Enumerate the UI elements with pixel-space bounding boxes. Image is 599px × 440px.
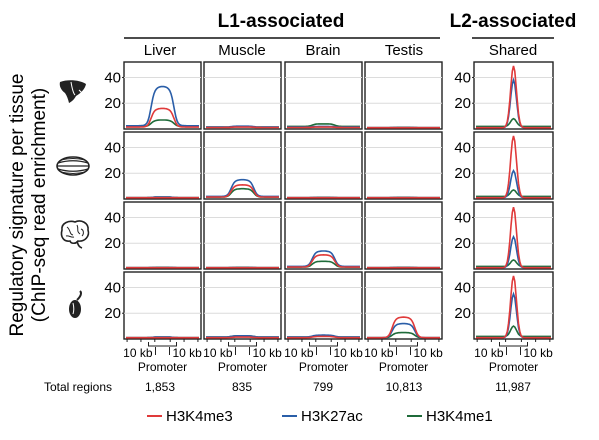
y-tick-label-liver-r3-40: 40 (104, 209, 121, 226)
y-tick-label-liver-r1-20: 20 (104, 95, 121, 112)
x-label-promoter-brain: Promoter (299, 360, 348, 374)
promoter-bracket-shared (499, 342, 528, 347)
group-label-l1: L1-associated (218, 11, 345, 32)
brain-icon (60, 220, 90, 249)
line-h3k4me3-shared-r2 (476, 135, 551, 199)
x-label-left-brain: 10 kb (284, 346, 314, 360)
total-testis: 10,813 (386, 380, 423, 394)
line-h3k4me3-testis-r4 (367, 316, 440, 339)
line-h3k4me3-brain-r4 (287, 335, 360, 339)
x-label-promoter-shared: Promoter (489, 360, 538, 374)
panel-muscle-r1 (203, 61, 282, 130)
line-h3k4me3-muscle-r4 (206, 336, 279, 339)
x-label-promoter-muscle: Promoter (218, 360, 267, 374)
x-label-right-shared: 10 kb (524, 346, 554, 360)
panel-liver-r1 (123, 61, 202, 130)
line-h3k4me1-shared-r1 (476, 117, 551, 128)
line-h3k4me3-shared-r1 (476, 65, 551, 129)
y-axis-title-line1: Regulatory signature per tissue (7, 74, 28, 337)
x-label-left-shared: 10 kb (474, 346, 504, 360)
y-tick-label-liver-r4-40: 40 (104, 279, 121, 296)
panel-brain-r3 (284, 201, 363, 270)
total-shared: 11,987 (495, 380, 531, 394)
testis-icon (69, 290, 82, 318)
legend: H3K4me3 H3K27ac H3K4me1 (147, 408, 493, 425)
y-tick-label-liver-r2-20: 20 (104, 165, 121, 182)
line-h3k4me3-muscle-r2 (206, 183, 279, 198)
y-tick-label-shared-r4-20: 20 (454, 305, 471, 322)
x-label-right-brain: 10 kb (334, 346, 364, 360)
panel-testis-r4 (364, 271, 443, 340)
line-h3k4me1-shared-r2 (476, 189, 551, 198)
x-label-promoter-liver: Promoter (138, 360, 187, 374)
x-label-right-testis: 10 kb (414, 346, 444, 360)
liver-icon (59, 80, 86, 103)
panel-liver-r4 (123, 271, 202, 340)
x-label-right-liver: 10 kb (173, 346, 203, 360)
y-tick-label-shared-r3-40: 40 (454, 209, 471, 226)
legend-label-h3k4me1: H3K4me1 (426, 408, 493, 425)
x-label-left-muscle: 10 kb (203, 346, 233, 360)
total-muscle: 835 (232, 380, 252, 394)
line-h3k4me1-shared-r3 (476, 259, 551, 268)
line-h3k4me3-brain-r3 (287, 253, 360, 268)
panel-muscle-r2 (203, 131, 282, 200)
panel-brain-r1 (284, 61, 363, 130)
y-tick-label-liver-r4-20: 20 (104, 305, 121, 322)
promoter-bracket-muscle (228, 342, 257, 347)
panel-liver-r2 (123, 131, 202, 200)
column-label-liver: Liver (144, 42, 177, 59)
panel-liver-r3 (123, 201, 202, 270)
y-axis-title: Regulatory signature per tissue (ChIP-se… (7, 74, 50, 337)
promoter-bracket-brain (309, 342, 338, 347)
panel-muscle-r4 (203, 271, 282, 340)
group-label-l2: L2-associated (450, 11, 577, 32)
panel-brain-r4 (284, 271, 363, 340)
y-tick-label-shared-r2-40: 40 (454, 139, 471, 156)
y-tick-label-shared-r3-20: 20 (454, 235, 471, 252)
y-tick-label-shared-r4-40: 40 (454, 279, 471, 296)
muscle-icon (56, 156, 90, 176)
column-label-muscle: Muscle (218, 42, 266, 59)
x-label-left-liver: 10 kb (123, 346, 153, 360)
total-liver: 1,853 (145, 380, 175, 394)
column-label-shared: Shared (489, 42, 537, 59)
panel-brain-r2 (284, 131, 363, 200)
y-tick-label-shared-r1-20: 20 (454, 95, 471, 112)
y-tick-label-shared-r1-40: 40 (454, 69, 471, 86)
promoter-bracket-testis (389, 342, 418, 347)
line-h3k4me3-shared-r4 (476, 275, 551, 339)
promoter-bracket-liver (148, 342, 177, 347)
legend-label-h3k27ac: H3K27ac (301, 408, 363, 425)
line-h3k4me1-shared-r4 (476, 325, 551, 338)
y-tick-label-liver-r1-40: 40 (104, 69, 121, 86)
panel-shared-r4 (473, 271, 554, 340)
line-h3k4me3-shared-r3 (476, 207, 551, 269)
line-h3k27ac-liver-r1 (126, 85, 199, 127)
y-tick-label-liver-r3-20: 20 (104, 235, 121, 252)
x-label-promoter-testis: Promoter (379, 360, 428, 374)
line-h3k4me3-liver-r1 (126, 107, 199, 128)
panel-shared-r2 (473, 131, 554, 200)
x-label-right-muscle: 10 kb (253, 346, 283, 360)
panel-testis-r1 (364, 61, 443, 130)
legend-label-h3k4me3: H3K4me3 (166, 408, 233, 425)
panel-muscle-r3 (203, 201, 282, 270)
totals-label: Total regions (44, 380, 112, 394)
column-label-brain: Brain (305, 42, 340, 59)
y-tick-label-shared-r2-20: 20 (454, 165, 471, 182)
y-axis-title-line2: (ChIP-seq read enrichment) (29, 88, 50, 322)
panel-testis-r2 (364, 131, 443, 200)
panel-testis-r3 (364, 201, 443, 270)
x-label-left-testis: 10 kb (364, 346, 394, 360)
column-label-testis: Testis (385, 42, 423, 59)
y-tick-label-liver-r2-40: 40 (104, 139, 121, 156)
total-brain: 799 (313, 380, 333, 394)
plot-grid: 20 40 20 40 20 40 20 40 20 40 20 40 20 40 20 40 (104, 61, 554, 340)
